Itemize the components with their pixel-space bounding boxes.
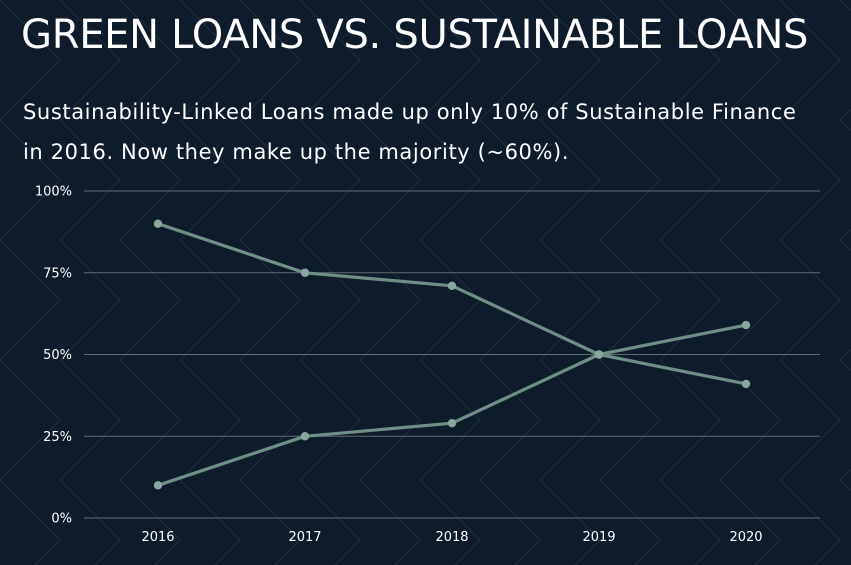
x-tick-label: 2020 — [729, 530, 762, 545]
y-axis-ticks: 0% 25% 50% 75% 100% — [35, 185, 72, 527]
data-point — [153, 219, 163, 228]
x-tick-label: 2018 — [435, 530, 468, 545]
page-subtitle: Sustainability-Linked Loans made up only… — [23, 100, 797, 164]
data-point — [447, 281, 457, 291]
data-point — [741, 379, 751, 389]
data-point — [741, 320, 751, 330]
data-point — [300, 268, 310, 277]
series-markers — [153, 219, 751, 490]
series-line-1 — [156, 222, 748, 386]
data-point — [594, 350, 604, 359]
y-tick-label: 0% — [51, 512, 72, 527]
y-tick-label: 75% — [43, 266, 72, 281]
x-axis-ticks: 2016 2017 2018 2019 2020 — [141, 530, 762, 545]
data-point — [300, 432, 310, 441]
x-tick-label: 2017 — [288, 530, 321, 545]
y-tick-label: 25% — [43, 430, 72, 445]
grid-lines — [84, 190, 820, 519]
page-title: GREEN LOANS VS. SUSTAINABLE LOANS — [21, 12, 809, 58]
x-tick-label: 2016 — [141, 530, 174, 545]
data-point — [153, 481, 163, 490]
x-tick-label: 2019 — [582, 530, 615, 545]
series-line-2 — [156, 323, 748, 487]
y-tick-label: 100% — [35, 185, 72, 200]
data-point — [447, 418, 457, 428]
y-tick-label: 50% — [43, 348, 72, 363]
